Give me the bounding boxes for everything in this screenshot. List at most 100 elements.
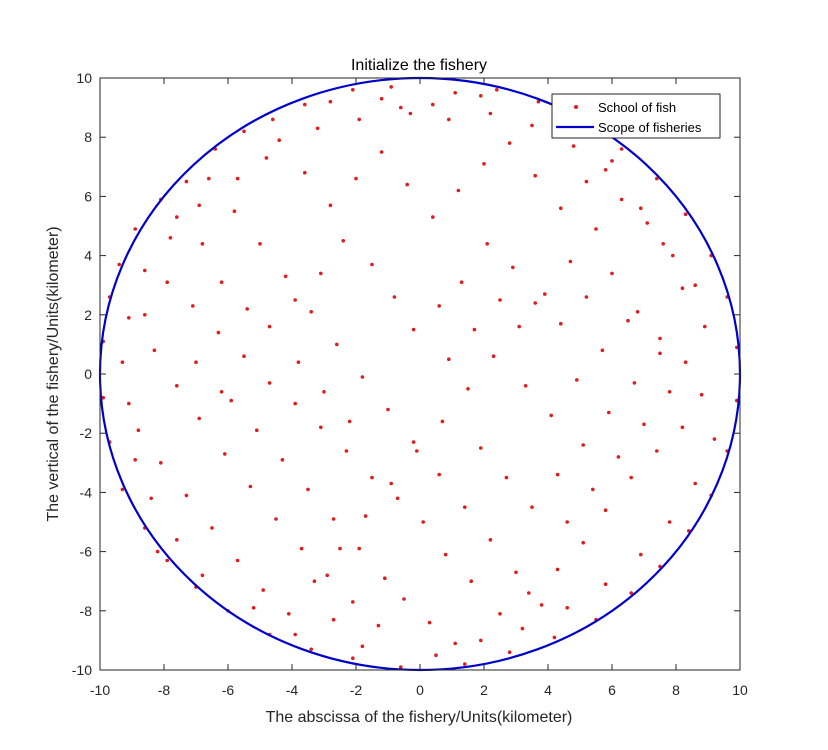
fish-point	[629, 475, 633, 480]
x-tick-label: 10	[732, 682, 748, 698]
x-tick-label: -2	[350, 682, 363, 698]
fish-point	[443, 552, 448, 557]
fish-point	[258, 242, 262, 246]
fish-point	[219, 280, 224, 285]
fish-point	[165, 280, 169, 285]
fish-point	[479, 638, 483, 643]
legend-label-school-of-fish: School of fish	[598, 100, 676, 115]
fish-point	[299, 546, 304, 551]
fish-point	[293, 298, 298, 302]
fish-point	[584, 179, 589, 184]
fish-point	[395, 496, 400, 501]
fish-point	[527, 591, 531, 595]
fish-point	[594, 227, 598, 231]
fish-point	[498, 298, 502, 302]
fish-point	[120, 360, 125, 365]
fish-point	[456, 188, 461, 193]
fish-point	[539, 603, 544, 607]
fish-point	[309, 647, 314, 652]
fish-point	[357, 117, 362, 122]
y-tick-label: 6	[84, 188, 92, 204]
fish-point	[143, 268, 147, 273]
fish-point	[328, 99, 333, 104]
y-tick-label: 4	[84, 248, 92, 264]
y-axis-label: The vertical of the fishery/Units(kilome…	[45, 226, 62, 521]
fish-point	[437, 472, 442, 477]
fish-point	[655, 176, 659, 181]
y-tick-label: -10	[72, 662, 92, 678]
fish-point	[619, 197, 624, 202]
fish-point	[575, 378, 579, 382]
fish-point	[331, 617, 336, 622]
axes-box	[99, 77, 741, 671]
fish-point	[683, 360, 688, 365]
fish-point	[581, 540, 585, 545]
fish-point	[667, 520, 672, 524]
fish-point	[485, 242, 490, 246]
fish-point	[344, 449, 349, 453]
fish-point	[296, 360, 301, 365]
fish-point	[325, 573, 330, 578]
fish-point	[264, 156, 269, 160]
fish-point	[379, 150, 384, 154]
fish-point	[463, 505, 467, 510]
fish-point	[434, 653, 438, 657]
fish-point	[559, 206, 563, 210]
fish-point	[351, 656, 355, 660]
axes: -10 -8 -6 -4 -2 0 2 4 6 8 10 -10 -8 -6 -4 -2 0 2 4 6 8 10	[72, 70, 748, 698]
fish-point	[293, 632, 298, 637]
fish-point	[603, 582, 608, 586]
fish-point	[251, 606, 256, 610]
fish-point	[472, 327, 477, 332]
fish-point	[482, 162, 486, 166]
fish-point	[331, 517, 336, 521]
fish-point	[143, 313, 147, 317]
y-tick-label: 10	[76, 70, 92, 86]
fish-point	[635, 310, 640, 314]
fish-point	[655, 449, 659, 453]
fish-point	[254, 428, 259, 433]
fish-point	[287, 612, 291, 616]
fish-point	[322, 390, 326, 394]
fish-point	[619, 147, 624, 151]
fish-point	[600, 348, 605, 353]
fish-point	[338, 546, 342, 551]
fish-point	[571, 144, 576, 148]
fish-point	[658, 336, 662, 341]
fish-point	[712, 437, 717, 441]
fish-point	[504, 475, 509, 480]
fish-point	[184, 493, 189, 498]
fish-point	[133, 458, 137, 462]
fish-point	[312, 579, 317, 583]
x-tick-label: 2	[480, 682, 488, 698]
x-tick-label: -6	[222, 682, 235, 698]
fish-point	[591, 487, 595, 492]
fish-point	[440, 419, 445, 424]
fish-point	[248, 484, 253, 489]
fish-point	[216, 330, 221, 335]
plot-area	[98, 76, 742, 672]
fish-point	[207, 176, 211, 181]
fish-point	[360, 644, 365, 649]
fish-point	[152, 348, 157, 353]
fish-point	[629, 591, 633, 595]
fish-point	[319, 425, 323, 430]
fish-point	[658, 351, 662, 356]
fish-point	[379, 96, 384, 101]
fish-point	[459, 280, 464, 285]
fish-point	[341, 239, 346, 243]
fish-point	[603, 508, 608, 512]
fish-point	[581, 443, 585, 447]
fish-point	[699, 392, 704, 397]
fish-point	[507, 141, 512, 145]
fish-point	[127, 316, 131, 320]
x-tick-label: -10	[90, 682, 110, 698]
y-tick-label: -2	[80, 425, 93, 441]
fish-point	[511, 265, 515, 270]
fish-point	[530, 123, 534, 128]
fish-point	[469, 579, 474, 583]
fish-point	[479, 94, 483, 98]
fish-point	[127, 401, 131, 406]
fish-point	[309, 310, 314, 314]
fish-point	[693, 481, 697, 486]
